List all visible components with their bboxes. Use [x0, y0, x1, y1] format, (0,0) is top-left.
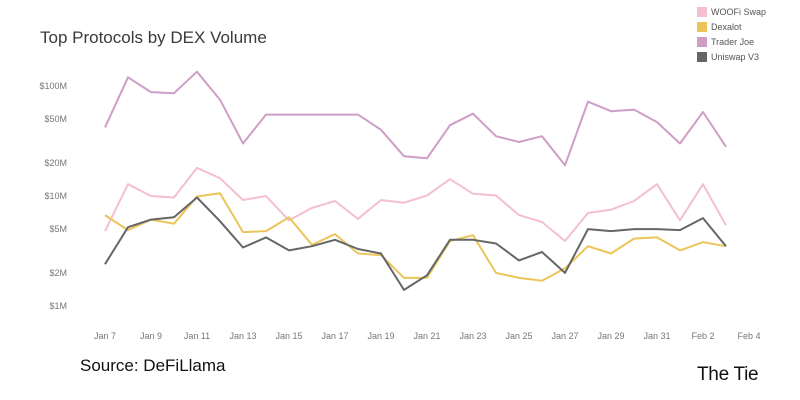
series-line-trader-joe[interactable] — [104, 70, 727, 167]
chart-title: Top Protocols by DEX Volume — [40, 28, 267, 47]
legend-item-dexalot[interactable]: Dexalot — [697, 19, 766, 34]
x-axis: Jan 7 Jan 9 Jan 11 Jan 13 Jan 15 Jan 17 Jan 19… — [94, 331, 761, 341]
legend-label: Trader Joe — [711, 36, 755, 47]
legend-label: Uniswap V3 — [711, 51, 760, 62]
x-tick-label: Jan 29 — [597, 331, 624, 341]
x-tick-label: Feb 2 — [691, 331, 714, 341]
y-tick-label: $100M — [39, 81, 67, 91]
series-lines — [104, 70, 727, 291]
brand-logo: The Tie — [697, 364, 759, 385]
series-line-woofi-swap[interactable] — [104, 166, 727, 242]
series-line-uniswap-v3[interactable] — [104, 196, 727, 291]
x-tick-label: Jan 17 — [321, 331, 348, 341]
x-tick-label: Feb 4 — [737, 331, 760, 341]
x-tick-label: Jan 7 — [94, 331, 116, 341]
legend-swatch — [697, 21, 707, 32]
x-tick-label: Jan 27 — [551, 331, 578, 341]
source-note: Source: DeFiLlama — [80, 356, 226, 375]
x-tick-label: Jan 21 — [413, 331, 440, 341]
legend-item-trader-joe[interactable]: Trader Joe — [697, 34, 766, 49]
y-tick-label: $5M — [49, 224, 67, 234]
y-tick-label: $10M — [44, 191, 67, 201]
legend: WOOFi Swap Dexalot Trader Joe Uniswap V3 — [697, 4, 766, 64]
legend-label: Dexalot — [711, 21, 742, 32]
y-tick-label: $20M — [44, 158, 67, 168]
x-tick-label: Jan 9 — [140, 331, 162, 341]
y-tick-label: $50M — [44, 114, 67, 124]
legend-swatch — [697, 36, 707, 47]
series-line-dexalot[interactable] — [104, 192, 727, 282]
x-tick-label: Jan 19 — [367, 331, 394, 341]
legend-item-uniswap-v3[interactable]: Uniswap V3 — [697, 49, 766, 64]
y-tick-label: $2M — [49, 268, 67, 278]
y-tick-label: $1M — [49, 301, 67, 311]
legend-label: WOOFi Swap — [711, 6, 767, 17]
y-axis: $1M $2M $5M $10M $20M $50M $100M — [39, 81, 67, 311]
x-tick-label: Jan 25 — [505, 331, 532, 341]
x-tick-label: Jan 11 — [184, 331, 210, 341]
legend-swatch — [697, 51, 707, 62]
legend-swatch — [697, 6, 707, 17]
legend-item-woofi-swap[interactable]: WOOFi Swap — [697, 4, 766, 19]
x-tick-label: Jan 23 — [459, 331, 486, 341]
x-tick-label: Jan 31 — [643, 331, 670, 341]
x-tick-label: Jan 15 — [275, 331, 302, 341]
x-tick-label: Jan 13 — [229, 331, 256, 341]
